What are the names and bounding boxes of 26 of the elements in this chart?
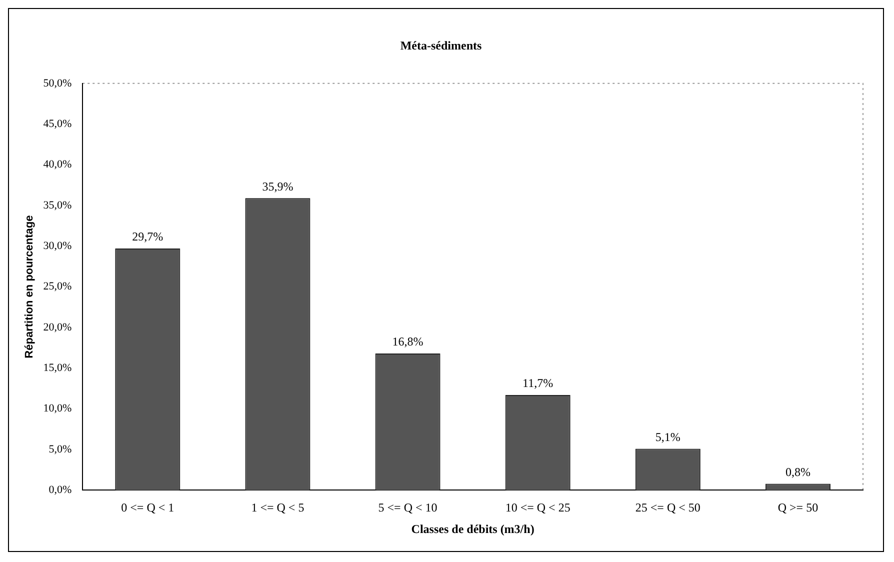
x-tick-label: 0 <= Q < 1 <box>121 500 174 515</box>
chart-title: Méta-sédiments <box>400 38 482 52</box>
x-tick-label: 1 <= Q < 5 <box>251 500 304 515</box>
data-label: 35,9% <box>262 179 294 194</box>
x-tick-label: 25 <= Q < 50 <box>635 500 700 515</box>
y-tick-label: 15,0% <box>43 362 72 374</box>
data-label: 5,1% <box>655 430 680 444</box>
x-tick-label: 10 <= Q < 25 <box>505 500 570 515</box>
data-label: 0,8% <box>785 464 810 479</box>
data-label: 29,7% <box>132 230 164 244</box>
x-tick-label: 5 <= Q < 10 <box>378 500 438 515</box>
y-tick-label: 40,0% <box>43 158 72 171</box>
data-label: 11,7% <box>522 376 554 390</box>
y-tick-label: 30,0% <box>43 240 72 252</box>
y-tick-label: 35,0% <box>43 199 72 212</box>
y-axis-title: Répartition en pourcentage <box>24 215 36 358</box>
y-tick-label: 0,0% <box>48 484 72 496</box>
y-tick-label: 25,0% <box>43 280 72 293</box>
y-tick-label: 5,0% <box>48 443 72 456</box>
x-tick-label: Q >= 50 <box>778 500 818 515</box>
data-label: 16,8% <box>392 334 424 349</box>
y-tick-label: 50,0% <box>43 77 72 90</box>
x-axis-title: Classes de débits (m3/h) <box>411 522 534 536</box>
y-tick-label: 20,0% <box>43 321 72 334</box>
y-tick-label: 45,0% <box>43 118 72 130</box>
y-tick-label: 10,0% <box>43 402 72 415</box>
